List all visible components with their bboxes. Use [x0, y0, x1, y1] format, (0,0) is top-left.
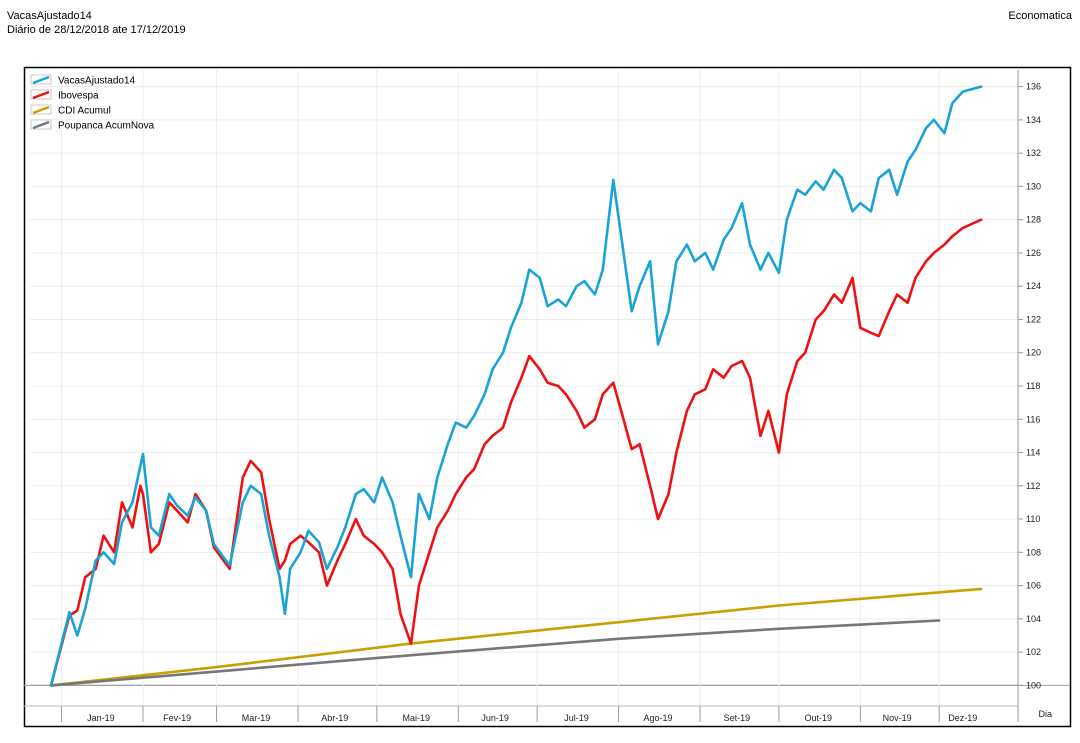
x-tick-label: Set-19	[724, 713, 751, 723]
y-tick-label: 102	[1026, 647, 1041, 657]
series-layer	[49, 85, 983, 687]
x-tick-label: Out-19	[805, 713, 833, 723]
y-tick-label: 132	[1026, 148, 1041, 158]
y-tick-label: 130	[1026, 181, 1041, 191]
y-tick-label: 124	[1026, 281, 1041, 291]
chart-subtitle: Diário de 28/12/2018 ate 17/12/2019	[7, 24, 186, 36]
legend-swatch	[32, 105, 50, 115]
x-axis-label: Dia	[1038, 709, 1052, 719]
y-tick-label: 100	[1026, 680, 1041, 690]
legend-label: CDI Acumul	[58, 106, 111, 117]
y-tick-label: 136	[1026, 82, 1041, 92]
series-line-vacasajustado14	[49, 85, 983, 687]
axes: 100 102 104 106 108 110 112 114 116 118 120 122 124 1…	[24, 70, 1052, 723]
x-tick-label: Mai-19	[403, 713, 431, 723]
x-tick-label: Jun-19	[481, 713, 509, 723]
legend-swatch	[32, 75, 50, 85]
x-tick-label: Fev-19	[163, 713, 191, 723]
brand-label: Economatica	[1008, 10, 1072, 22]
chart-title: VacasAjustado14	[7, 10, 92, 22]
x-tick-label: Ago-19	[643, 713, 672, 723]
y-tick-label: 120	[1026, 348, 1041, 358]
y-tick-label: 114	[1026, 448, 1040, 458]
legend-swatch	[32, 90, 50, 100]
legend-label: VacasAjustado14	[58, 76, 136, 87]
x-tick-label: Jul-19	[564, 713, 589, 723]
x-tick-label: Dez-19	[948, 713, 977, 723]
y-tick-label: 116	[1026, 414, 1040, 424]
series-line-poupanca-acumnova	[49, 619, 941, 687]
legend-swatch	[32, 120, 50, 130]
y-tick-label: 122	[1026, 314, 1041, 324]
y-tick-label: 110	[1026, 514, 1040, 524]
y-tick-label: 126	[1026, 248, 1041, 258]
y-tick-label: 106	[1026, 581, 1041, 591]
legend-label: Poupanca AcumNova	[58, 121, 155, 132]
y-tick-label: 104	[1026, 614, 1041, 624]
x-tick-label: Mar-19	[242, 713, 271, 723]
y-tick-label: 108	[1026, 547, 1041, 557]
legend-label: Ibovespa	[58, 91, 99, 102]
y-tick-label: 118	[1026, 381, 1040, 391]
grid	[24, 70, 1070, 706]
series-line-cdi-acumul	[49, 587, 983, 687]
y-tick-label: 134	[1026, 115, 1041, 125]
x-tick-label: Abr-19	[321, 713, 348, 723]
y-tick-label: 128	[1026, 215, 1041, 225]
x-tick-label: Nov-19	[883, 713, 912, 723]
y-tick-label: 112	[1026, 481, 1040, 491]
legend: VacasAjustado14 Ibovespa CDI Acumul Poupanc…	[30, 74, 155, 132]
plot-frame	[23, 66, 1072, 728]
x-tick-label: Jan-19	[87, 713, 115, 723]
